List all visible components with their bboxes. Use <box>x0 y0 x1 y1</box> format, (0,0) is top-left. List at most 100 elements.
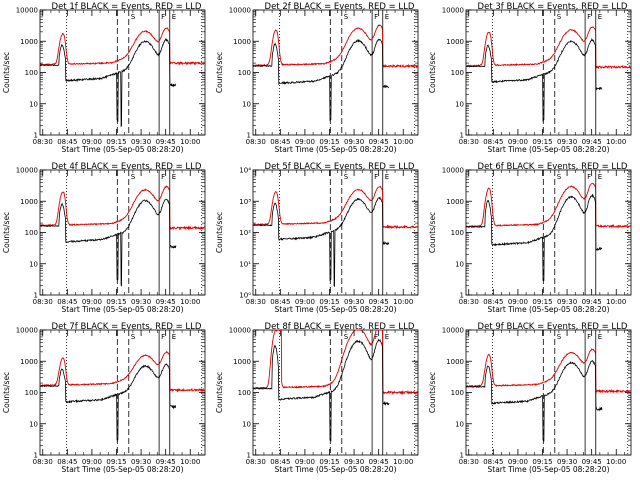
x-tick-label: 10:00 <box>180 298 200 306</box>
lld-series-line <box>466 182 632 229</box>
x-tick-label: 09:00 <box>508 458 528 466</box>
chart-panel: Det 8f BLACK = Events, RED = LLD 1 10 100 10… <box>215 322 419 474</box>
x-tick-label: 09:30 <box>131 458 151 466</box>
x-tick-label: 09:15 <box>532 298 552 306</box>
y-tick-label: 100 <box>238 389 251 397</box>
plot-frame <box>252 9 419 136</box>
x-tick-label: 10:00 <box>393 458 413 466</box>
x-tick-label: 09:00 <box>82 138 102 146</box>
x-tick-label: 09:15 <box>532 458 552 466</box>
lld-series-line <box>39 27 205 66</box>
y-axis-label: Counts/sec <box>428 372 437 413</box>
lld-series-line <box>39 185 205 231</box>
y-tick-label: 100 <box>25 229 38 237</box>
x-tick-label: 09:45 <box>156 138 176 146</box>
x-tick-label: 10:00 <box>180 458 200 466</box>
y-tick-label: 10000 <box>229 7 251 15</box>
x-axis-label: Start Time (05-Sep-05 08:28:20) <box>62 145 184 154</box>
time-marker-letter: F <box>374 13 378 21</box>
x-tick-label: 10:00 <box>180 138 200 146</box>
y-tick-label: 10 <box>29 260 38 268</box>
y-tick-label: 100 <box>451 229 464 237</box>
x-axis-label: Start Time (05-Sep-05 08:28:20) <box>62 465 184 474</box>
y-tick-label: 1000 <box>20 38 38 46</box>
y-tick-label: 10⁴ <box>239 167 251 175</box>
y-tick-label: 1 <box>247 132 251 140</box>
time-marker-letter: F <box>587 333 591 341</box>
y-axis-label: Counts/sec <box>428 52 437 93</box>
x-tick-label: 10:00 <box>393 138 413 146</box>
x-axis-label: Start Time (05-Sep-05 08:28:20) <box>275 465 397 474</box>
time-marker-letter: E <box>385 333 389 341</box>
time-marker-letter: S <box>131 173 136 181</box>
x-tick-label: 08:45 <box>57 138 77 146</box>
panel-title: Det 5f BLACK = Events, RED = LLD <box>265 162 415 172</box>
y-axis-label: Counts/sec <box>428 212 437 253</box>
x-tick-label: 08:45 <box>270 138 290 146</box>
y-axis-label: Counts/sec <box>2 372 11 413</box>
y-axis-label: Counts/sec <box>215 372 224 413</box>
x-tick-label: 09:15 <box>319 138 339 146</box>
x-tick-label: 08:30 <box>33 138 53 146</box>
y-axis-label: Counts/sec <box>215 212 224 253</box>
y-tick-label: 1 <box>247 452 251 460</box>
time-marker-letter: E <box>598 13 602 21</box>
x-tick-label: 08:30 <box>246 458 266 466</box>
y-tick-label: 10¹ <box>239 260 251 268</box>
y-tick-label: 100 <box>25 389 38 397</box>
y-tick-label: 1000 <box>233 38 251 46</box>
y-axis-label: Counts/sec <box>2 52 11 93</box>
y-axis-label: Counts/sec <box>2 212 11 253</box>
panel-title: Det 3f BLACK = Events, RED = LLD <box>478 2 628 12</box>
x-tick-label: 09:00 <box>508 138 528 146</box>
time-marker-letter: S <box>344 333 349 341</box>
time-marker-letter: F <box>587 13 591 21</box>
y-tick-label: 1 <box>460 292 464 300</box>
time-marker-letter: S <box>557 173 562 181</box>
panel-title: Det 4f BLACK = Events, RED = LLD <box>52 162 202 172</box>
y-tick-label: 10 <box>29 100 38 108</box>
y-tick-label: 100 <box>451 389 464 397</box>
x-tick-label: 09:30 <box>344 138 364 146</box>
events-series-line <box>252 338 390 442</box>
chart-panel: Det 6f BLACK = Events, RED = LLD 1 10 100 10… <box>428 162 632 314</box>
time-marker-letter: E <box>172 13 176 21</box>
chart-panel: Det 7f BLACK = Events, RED = LLD 1 10 100 10… <box>2 322 206 474</box>
time-marker-letter: E <box>385 13 389 21</box>
y-tick-label: 100 <box>451 69 464 77</box>
x-axis-label: Start Time (05-Sep-05 08:28:20) <box>62 305 184 314</box>
y-tick-label: 1 <box>460 452 464 460</box>
time-marker-letter: S <box>557 13 562 21</box>
panel-title: Det 2f BLACK = Events, RED = LLD <box>265 2 415 12</box>
x-tick-label: 09:15 <box>106 138 126 146</box>
panel-title: Det 8f BLACK = Events, RED = LLD <box>265 322 415 332</box>
time-marker-letter: F <box>161 333 165 341</box>
y-tick-label: 10000 <box>442 167 464 175</box>
x-tick-label: 08:45 <box>57 458 77 466</box>
y-tick-label: 1000 <box>20 358 38 366</box>
x-tick-label: 09:30 <box>557 458 577 466</box>
x-tick-label: 09:15 <box>319 458 339 466</box>
y-tick-label: 10⁰ <box>239 292 251 300</box>
y-tick-label: 10 <box>455 260 464 268</box>
x-tick-label: 09:00 <box>295 298 315 306</box>
x-tick-label: 09:45 <box>369 138 389 146</box>
x-tick-label: 09:30 <box>344 298 364 306</box>
y-tick-label: 10000 <box>16 327 38 335</box>
time-marker-letter: E <box>172 333 176 341</box>
x-tick-label: 10:00 <box>393 298 413 306</box>
chart-panel: Det 5f BLACK = Events, RED = LLD 10⁰ 10¹ 10… <box>215 162 419 314</box>
x-tick-label: 09:45 <box>582 298 602 306</box>
events-series-line <box>39 37 177 128</box>
x-tick-label: 08:30 <box>459 138 479 146</box>
x-tick-label: 09:30 <box>344 458 364 466</box>
chart-panel: Det 3f BLACK = Events, RED = LLD 1 10 100 10… <box>428 2 632 154</box>
x-tick-label: 09:00 <box>82 298 102 306</box>
plot-frame <box>465 169 632 296</box>
time-marker-letter: S <box>557 333 562 341</box>
x-tick-label: 09:45 <box>582 138 602 146</box>
x-tick-label: 08:30 <box>459 298 479 306</box>
y-tick-label: 10³ <box>239 198 251 206</box>
panel-title: Det 7f BLACK = Events, RED = LLD <box>52 322 202 332</box>
plot-frame <box>39 9 206 136</box>
